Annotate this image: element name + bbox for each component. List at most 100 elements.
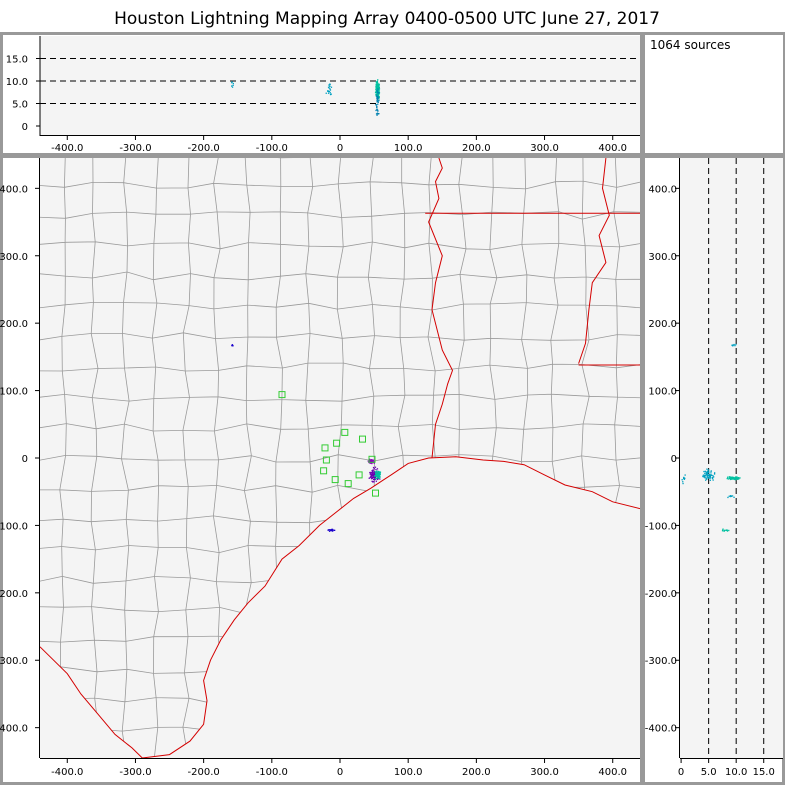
lightning-source (370, 477, 373, 480)
plan-view-panel: -400.0 -400.0 -300.0 -300.0 -200.0 -200.0 -100… (0, 158, 640, 778)
altitude-vs-x-panel: 0 5.0 10.0 15.0 -400.0 -300.0 -200.0 -100.0 0 100… (6, 36, 640, 154)
lightning-source (327, 92, 330, 94)
lightning-source (372, 469, 374, 471)
station-marker (372, 489, 379, 497)
lightning-source (374, 476, 376, 478)
lightning-source (372, 466, 375, 469)
altitude-x-tick-label: -400.0 (51, 143, 83, 154)
lightning-source (377, 103, 379, 105)
lightning-source (378, 471, 380, 474)
lightning-source (375, 109, 377, 112)
lightning-source (702, 474, 705, 476)
lightning-source (725, 529, 727, 531)
lightning-source (334, 529, 336, 531)
lightning-source (722, 528, 724, 530)
plan-x-tick-label: 200.0 (462, 767, 491, 778)
lightning-source (682, 482, 684, 485)
lightning-source (368, 477, 370, 479)
lightning-source (375, 468, 377, 471)
plan-x-tick-label: 100.0 (394, 767, 423, 778)
plan-y-tick-label: -100.0 (0, 521, 28, 532)
lightning-source (378, 92, 381, 94)
plan-y-tick-label: 300.0 (0, 252, 28, 263)
lightning-source (377, 88, 379, 90)
lightning-source (376, 106, 378, 108)
lightning-source (329, 88, 331, 90)
altitude-x-tick-label: 100.0 (394, 143, 423, 154)
lightning-source (371, 473, 373, 475)
lightning-source (375, 473, 378, 475)
lightning-source (372, 476, 374, 478)
lightning-source (373, 474, 375, 476)
lightning-source (378, 93, 380, 95)
lightning-source (328, 90, 331, 93)
lightning-source (681, 479, 683, 481)
lightning-source (379, 475, 381, 477)
lightning-source (377, 113, 379, 115)
lightning-source (379, 473, 381, 475)
lightning-source (378, 83, 380, 86)
lightning-source (376, 108, 378, 110)
lightning-source (371, 477, 373, 479)
lightning-source (375, 93, 377, 96)
station-marker (278, 391, 286, 399)
lightning-source (371, 462, 373, 465)
lightning-source (706, 476, 708, 478)
lightning-source (705, 471, 707, 474)
side-y-tick-label: 100.0 (648, 387, 677, 398)
side-x-tick-label: 10.0 (725, 767, 747, 778)
lightning-source (376, 81, 379, 84)
lightning-source (682, 481, 684, 483)
lightning-source (706, 473, 708, 475)
lightning-source (709, 479, 711, 481)
lightning-source (711, 477, 714, 480)
lightning-source (731, 477, 733, 479)
lightning-source (372, 459, 375, 461)
side-y-tick-label: 400.0 (648, 184, 677, 195)
lightning-source (379, 471, 381, 473)
altitude-x-tick-label: 200.0 (462, 143, 491, 154)
coastline (40, 456, 640, 758)
lightning-source (376, 105, 378, 107)
lightning-source (373, 478, 375, 481)
altitude-reference-lines (40, 58, 640, 104)
lightning-source (376, 80, 378, 82)
lightning-source (367, 460, 369, 462)
lightning-source (726, 530, 729, 532)
lightning-source (376, 472, 379, 474)
lightning-source (371, 474, 373, 477)
plan-x-tick-label: 300.0 (530, 767, 559, 778)
plan-view-axes: -400.0 -400.0 -300.0 -300.0 -200.0 -200.0 -100… (0, 158, 640, 778)
lightning-source (377, 90, 379, 92)
lightning-source (710, 471, 712, 473)
lightning-source (231, 82, 233, 84)
lightning-source (330, 93, 332, 95)
station-marker (321, 444, 329, 452)
lightning-source (377, 92, 379, 94)
lightning-source (378, 99, 380, 102)
plan-y-tick-label: -200.0 (0, 589, 28, 600)
lightning-source (375, 81, 377, 83)
lightning-source (376, 474, 378, 476)
side-x-tick-label: 0 (678, 767, 684, 778)
lightning-source (704, 472, 706, 474)
plan-x-tick-label: -300.0 (119, 767, 151, 778)
lightning-source (733, 343, 735, 346)
lightning-source (706, 473, 708, 476)
lightning-source (376, 477, 378, 479)
lightning-source (376, 475, 378, 477)
lightning-source (709, 477, 711, 479)
lightning-source (372, 473, 374, 475)
plan-x-tick-label: -400.0 (51, 767, 83, 778)
lightning-source (329, 92, 331, 94)
lightning-source (373, 462, 375, 464)
side-y-tick-label: 300.0 (648, 252, 677, 263)
plan-y-tick-label: -300.0 (0, 656, 28, 667)
lightning-source (368, 458, 371, 460)
lightning-source (370, 476, 372, 478)
lightning-source (374, 471, 376, 473)
lightning-source (378, 113, 380, 115)
lightning-source (377, 97, 379, 99)
lightning-source (703, 470, 705, 473)
lightning-source (231, 81, 233, 83)
